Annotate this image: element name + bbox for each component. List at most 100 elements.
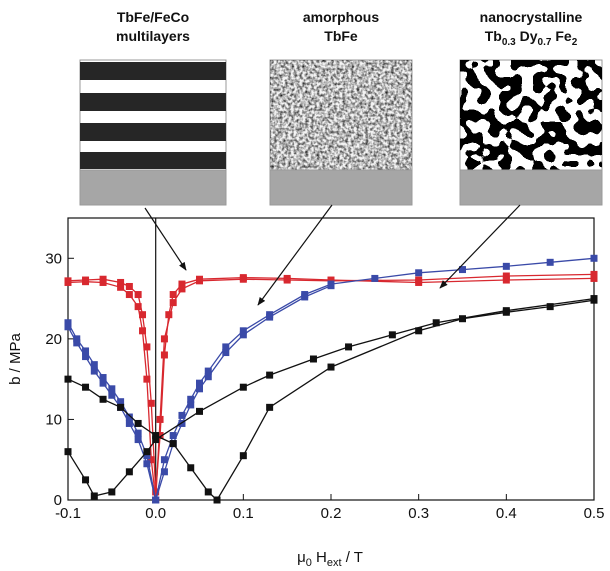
y-tick-label: 10 [45, 411, 62, 428]
data-point [100, 279, 107, 286]
data-point [591, 271, 598, 278]
data-point [310, 356, 317, 363]
data-point [135, 291, 142, 298]
data-point [135, 430, 142, 437]
data-point [240, 276, 247, 283]
data-point [178, 285, 185, 292]
data-point [389, 331, 396, 338]
data-point [284, 277, 291, 284]
data-point [82, 476, 89, 483]
data-point [65, 319, 72, 326]
data-point [222, 349, 229, 356]
y-axis-label: b / MPa [7, 332, 24, 384]
data-point [143, 448, 150, 455]
data-point [328, 282, 335, 289]
data-point [240, 331, 247, 338]
data-point [139, 327, 146, 334]
data-point [433, 319, 440, 326]
data-point [196, 277, 203, 284]
data-point [157, 416, 164, 423]
data-point [301, 293, 308, 300]
formula-part: Dy [516, 28, 538, 44]
y-tick-label: 20 [45, 331, 62, 348]
data-point [100, 374, 107, 381]
data-point [547, 259, 554, 266]
data-point [108, 385, 115, 392]
x-tick-label: 0.5 [584, 505, 605, 522]
inset-nanocrystalline [460, 60, 602, 205]
data-point [65, 279, 72, 286]
data-point [205, 488, 212, 495]
formula-part: Fe [551, 28, 571, 44]
data-point [91, 492, 98, 499]
y-tick-label: 30 [45, 250, 62, 267]
data-point [152, 436, 159, 443]
subscript: 0.3 [502, 37, 516, 48]
data-point [82, 384, 89, 391]
data-point [187, 401, 194, 408]
x-tick-label: 0.2 [321, 505, 342, 522]
data-point [503, 263, 510, 270]
data-point [187, 464, 194, 471]
data-point [117, 284, 124, 291]
data-point [196, 408, 203, 415]
series-line [68, 300, 594, 500]
data-point [503, 273, 510, 280]
data-point [170, 291, 177, 298]
data-point [91, 361, 98, 368]
arrows [145, 205, 520, 305]
data-point [143, 376, 150, 383]
data-point [196, 385, 203, 392]
x-tick-label: 0.1 [233, 505, 254, 522]
subscript: 0.7 [538, 37, 552, 48]
data-point [240, 452, 247, 459]
subscript: 2 [572, 37, 578, 48]
data-point [65, 448, 72, 455]
data-point [65, 376, 72, 383]
x-tick-label: 0.0 [145, 505, 166, 522]
data-point [82, 278, 89, 285]
data-point [415, 277, 422, 284]
inset-amorphous [270, 60, 412, 205]
data-point [73, 335, 80, 342]
data-point [152, 497, 159, 504]
data-point [161, 351, 168, 358]
inset-multilayers [80, 60, 226, 205]
data-point [266, 404, 273, 411]
data-point [240, 384, 247, 391]
data-point [205, 373, 212, 380]
inset-label: multilayers [116, 28, 190, 44]
data-point [126, 291, 133, 298]
data-point [100, 396, 107, 403]
chart: TbFe/FeComultilayersamorphousTbFenanocry… [0, 0, 610, 571]
data-point [266, 314, 273, 321]
data-point [214, 497, 221, 504]
data-point [415, 269, 422, 276]
data-point [345, 343, 352, 350]
data-point [591, 255, 598, 262]
inset-label: TbFe/FeCo [117, 9, 189, 25]
inset-label: TbFe [324, 28, 358, 44]
x-tick-label: 0.4 [496, 505, 517, 522]
data-point [108, 488, 115, 495]
data-point [161, 468, 168, 475]
data-point [371, 275, 378, 282]
data-point [126, 283, 133, 290]
x-axis-label: μ0 Hext / T [297, 549, 363, 569]
data-point [170, 440, 177, 447]
data-point [161, 335, 168, 342]
x-tick-label: 0.3 [408, 505, 429, 522]
data-point [135, 303, 142, 310]
data-point [126, 468, 133, 475]
data-point [135, 420, 142, 427]
inset-formula: Tb0.3 Dy0.7 Fe2 [485, 28, 578, 48]
x-tick-label: -0.1 [55, 505, 81, 522]
data-point [503, 307, 510, 314]
inset-label: nanocrystalline [480, 9, 583, 25]
data-point [117, 404, 124, 411]
inset-label: amorphous [303, 9, 379, 25]
data-point [170, 299, 177, 306]
data-point [266, 372, 273, 379]
formula-part: Tb [485, 28, 502, 44]
data-point [82, 347, 89, 354]
